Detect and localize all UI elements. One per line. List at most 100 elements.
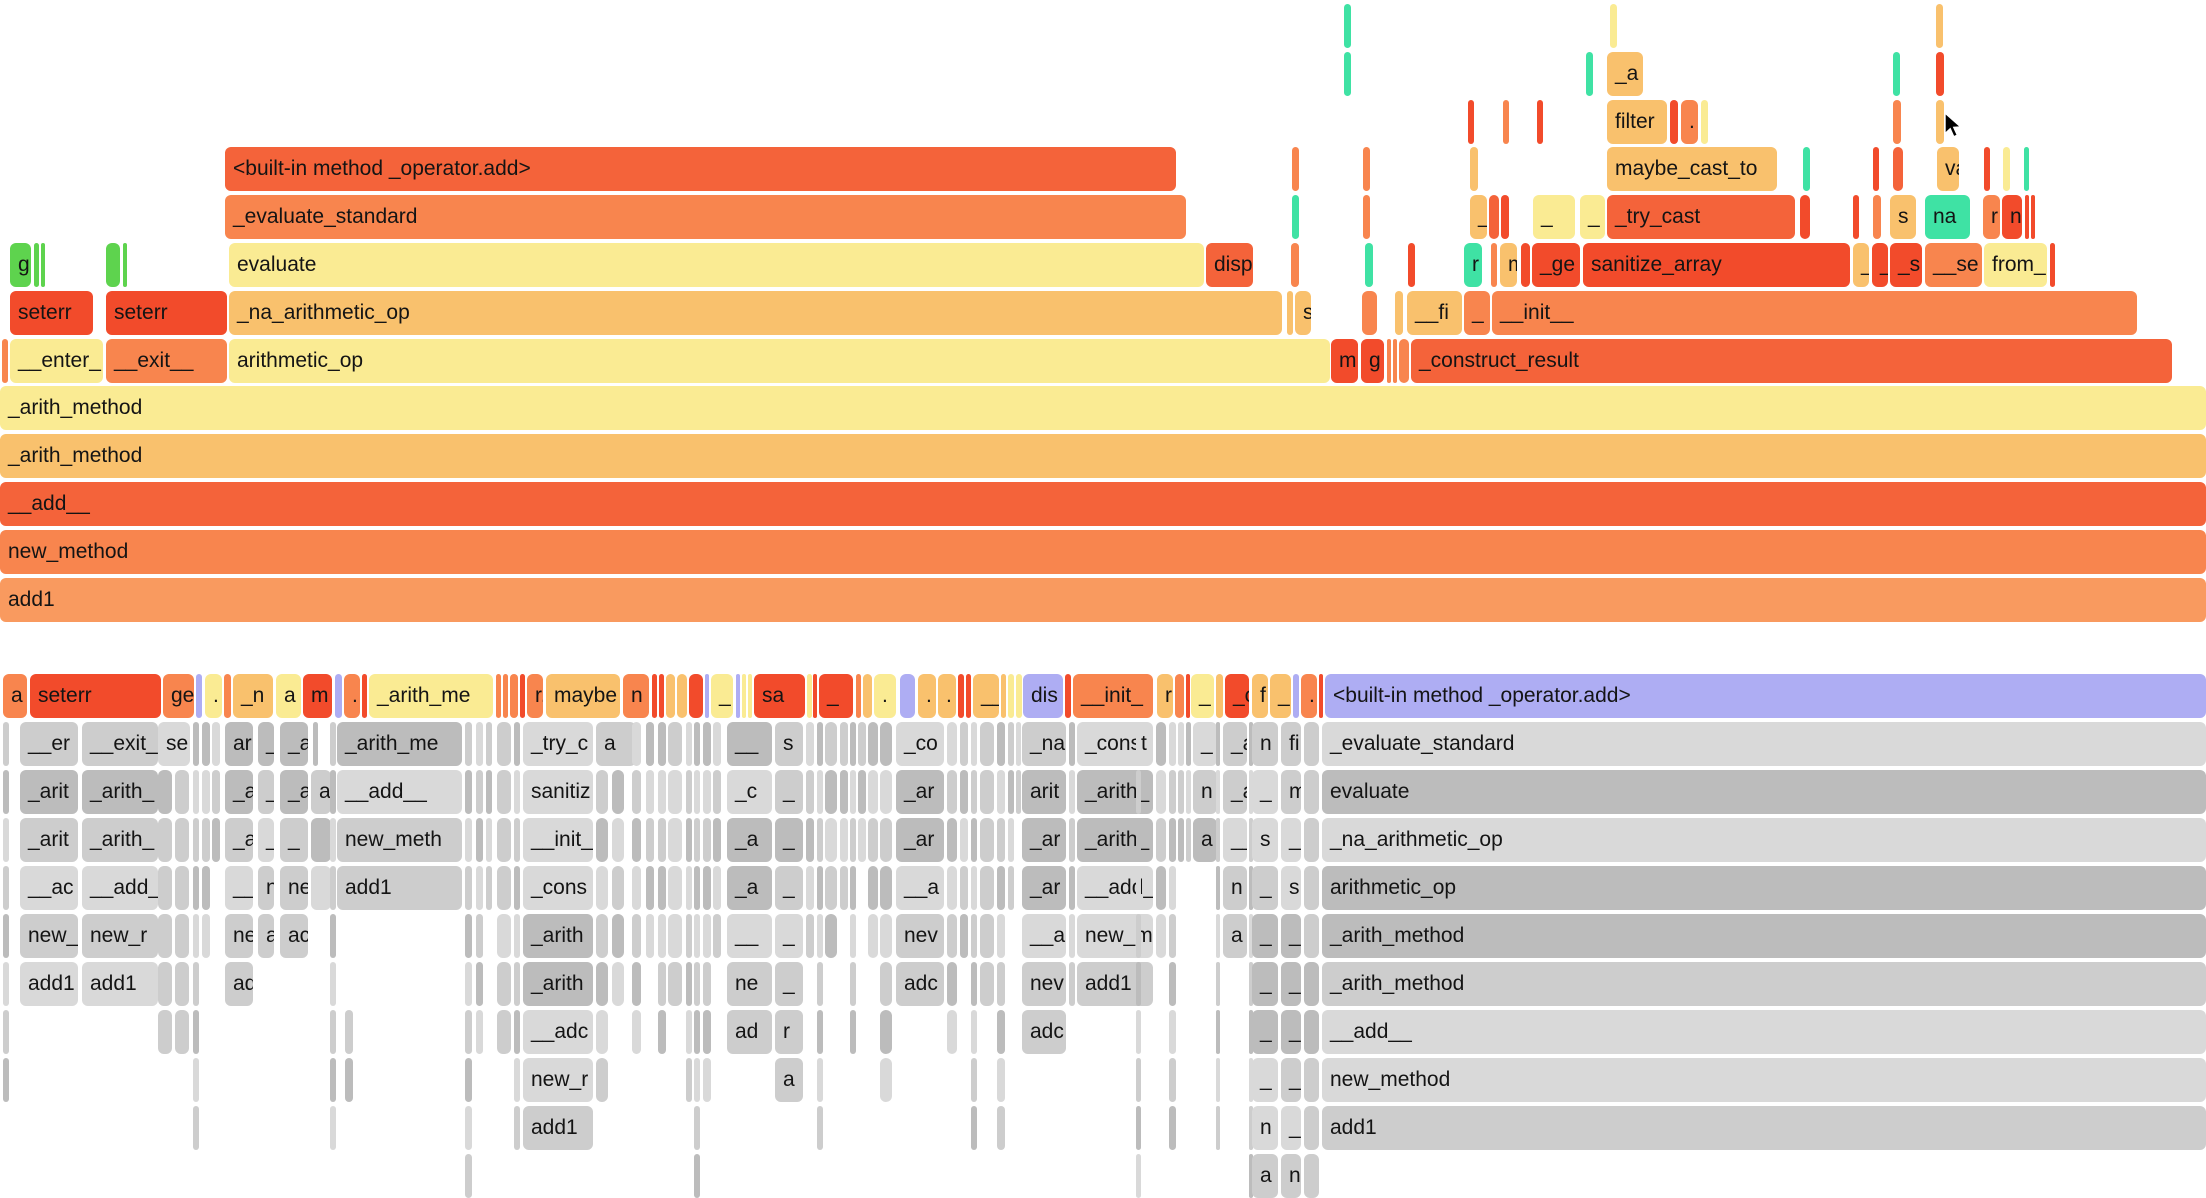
flame-frame[interactable] bbox=[3, 962, 9, 1006]
flame-frame[interactable] bbox=[3, 818, 9, 862]
flame-frame[interactable]: maybe bbox=[546, 674, 620, 718]
flame-frame[interactable] bbox=[311, 866, 331, 910]
flame-frame[interactable] bbox=[196, 674, 202, 718]
flame-frame[interactable]: new_m bbox=[1077, 914, 1153, 958]
flame-frame[interactable] bbox=[514, 1058, 520, 1102]
flame-frame[interactable]: r bbox=[1464, 243, 1482, 287]
flame-frame[interactable] bbox=[960, 818, 968, 862]
flame-frame[interactable] bbox=[1304, 1010, 1319, 1054]
flame-frame[interactable] bbox=[1304, 866, 1319, 910]
flame-frame[interactable]: g bbox=[10, 243, 31, 287]
flame-frame[interactable] bbox=[668, 818, 682, 862]
flame-frame[interactable] bbox=[1069, 962, 1075, 1006]
flame-frame[interactable] bbox=[997, 866, 1005, 910]
flame-frame[interactable] bbox=[1069, 914, 1075, 958]
flame-frame[interactable] bbox=[817, 1058, 823, 1102]
flame-frame[interactable] bbox=[668, 722, 682, 766]
flame-frame[interactable] bbox=[1291, 243, 1299, 287]
flame-frame[interactable] bbox=[3, 866, 9, 910]
flame-frame[interactable] bbox=[1169, 962, 1176, 1006]
flame-frame[interactable]: n bbox=[623, 674, 649, 718]
flame-frame[interactable] bbox=[1136, 1106, 1141, 1150]
flame-frame[interactable] bbox=[1304, 770, 1319, 814]
flame-frame[interactable]: add1 bbox=[82, 962, 158, 1006]
flame-frame[interactable] bbox=[345, 1010, 353, 1054]
flame-frame[interactable] bbox=[330, 1106, 336, 1150]
flame-frame[interactable] bbox=[960, 914, 968, 958]
flame-frame[interactable] bbox=[703, 818, 711, 862]
flame-frame[interactable]: add1 bbox=[0, 577, 2206, 622]
flame-frame[interactable] bbox=[958, 674, 964, 718]
flame-frame[interactable] bbox=[947, 866, 957, 910]
flame-frame[interactable] bbox=[2025, 195, 2029, 240]
flame-frame[interactable] bbox=[158, 914, 172, 958]
flame-frame[interactable] bbox=[330, 866, 336, 910]
flame-frame[interactable] bbox=[960, 770, 968, 814]
flame-frame[interactable] bbox=[1156, 866, 1166, 910]
flame-frame[interactable]: _construct_result bbox=[1411, 338, 2172, 383]
flame-frame[interactable]: s bbox=[1295, 290, 1311, 335]
flame-frame[interactable] bbox=[806, 770, 814, 814]
flame-frame[interactable] bbox=[825, 866, 837, 910]
flame-frame[interactable]: _arith_ bbox=[1077, 770, 1153, 814]
flame-frame[interactable] bbox=[1893, 99, 1901, 144]
flame-frame[interactable] bbox=[813, 674, 817, 718]
flame-frame[interactable]: r. bbox=[527, 674, 543, 718]
flame-frame[interactable] bbox=[971, 914, 977, 958]
flame-frame[interactable] bbox=[646, 818, 654, 862]
flame-frame[interactable]: <built-in method _operator.add> bbox=[1325, 674, 2206, 718]
flame-frame[interactable] bbox=[123, 243, 127, 287]
flame-frame[interactable] bbox=[694, 962, 700, 1006]
flame-frame[interactable] bbox=[632, 962, 641, 1006]
flame-frame[interactable]: __f bbox=[973, 674, 999, 718]
flame-frame[interactable] bbox=[1001, 674, 1006, 718]
flame-frame[interactable] bbox=[658, 722, 666, 766]
flame-frame[interactable] bbox=[514, 770, 520, 814]
flame-frame[interactable] bbox=[806, 818, 814, 862]
flame-frame[interactable] bbox=[486, 818, 492, 862]
flame-frame[interactable] bbox=[997, 722, 1005, 766]
flame-frame[interactable] bbox=[686, 722, 692, 766]
flame-frame[interactable]: _a bbox=[280, 722, 308, 766]
flame-frame[interactable] bbox=[1136, 914, 1141, 958]
flame-frame[interactable] bbox=[1069, 770, 1075, 814]
flame-frame[interactable] bbox=[1408, 243, 1415, 287]
flame-frame[interactable] bbox=[868, 818, 878, 862]
flame-frame[interactable]: . bbox=[1681, 99, 1698, 144]
flame-frame[interactable] bbox=[1178, 818, 1184, 862]
flame-frame[interactable] bbox=[158, 866, 172, 910]
flame-frame[interactable]: n bbox=[1193, 770, 1217, 814]
flame-frame[interactable] bbox=[497, 770, 511, 814]
flame-frame[interactable] bbox=[880, 962, 892, 1006]
flame-frame[interactable] bbox=[465, 770, 472, 814]
flame-frame[interactable] bbox=[158, 1010, 172, 1054]
flame-frame[interactable] bbox=[1670, 99, 1678, 144]
flame-frame[interactable] bbox=[1936, 99, 1944, 144]
flame-frame[interactable]: __adc bbox=[523, 1010, 593, 1054]
flame-frame[interactable] bbox=[1365, 243, 1373, 287]
flame-frame[interactable] bbox=[960, 722, 968, 766]
flame-frame[interactable] bbox=[1936, 4, 1943, 48]
flame-frame[interactable] bbox=[703, 770, 711, 814]
flame-frame[interactable]: _a bbox=[727, 818, 772, 862]
flame-frame[interactable] bbox=[713, 770, 721, 814]
flame-frame[interactable]: _ar bbox=[1022, 866, 1066, 910]
flame-frame[interactable] bbox=[658, 914, 666, 958]
flame-frame[interactable]: _arith bbox=[523, 962, 593, 1006]
flame-frame[interactable] bbox=[807, 674, 812, 718]
flame-frame[interactable]: _ bbox=[711, 674, 733, 718]
flame-frame[interactable]: _ bbox=[1281, 818, 1301, 862]
flame-frame[interactable] bbox=[486, 770, 492, 814]
flame-frame[interactable] bbox=[1069, 818, 1075, 862]
flame-frame[interactable] bbox=[2003, 147, 2010, 192]
flame-frame[interactable] bbox=[971, 1106, 977, 1150]
flame-frame[interactable]: _arith_ bbox=[82, 818, 158, 862]
flame-frame[interactable]: . bbox=[1301, 674, 1317, 718]
flame-frame[interactable] bbox=[514, 1106, 520, 1150]
flame-frame[interactable] bbox=[486, 866, 492, 910]
flame-frame[interactable] bbox=[212, 818, 220, 862]
flame-frame[interactable] bbox=[997, 770, 1005, 814]
flame-frame[interactable] bbox=[1803, 147, 1810, 192]
flame-frame[interactable] bbox=[971, 1058, 977, 1102]
flame-frame[interactable]: _ge bbox=[1532, 243, 1580, 287]
